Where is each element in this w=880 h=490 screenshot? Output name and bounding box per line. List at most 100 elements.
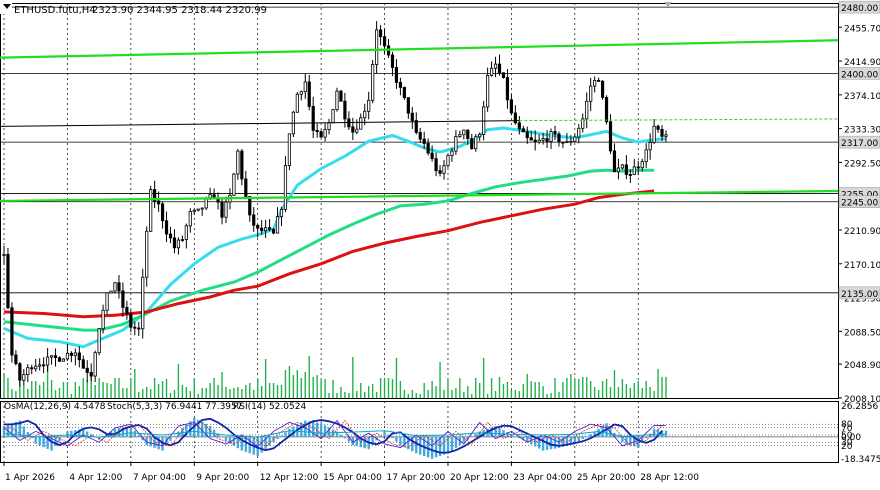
candle-body: [176, 239, 181, 249]
price-tick-label: 2129.30: [844, 295, 880, 305]
candle-body: [244, 178, 248, 197]
ohlc-values: 2323.90 2344.95 2318.44 2320.99: [92, 5, 267, 16]
candle-body: [81, 359, 85, 369]
candle-body: [616, 167, 621, 173]
candle-body: [46, 356, 50, 366]
candle-body: [573, 136, 577, 142]
candle-body: [406, 97, 410, 114]
level-price-tag-text: 2255.00: [841, 190, 878, 200]
candle-body: [77, 352, 81, 361]
price-tick-label: 2292.50: [844, 159, 880, 169]
candle-body: [363, 110, 367, 119]
candle-body: [61, 358, 66, 362]
candle-body: [14, 354, 18, 365]
candle-body: [236, 150, 240, 175]
trend-line[interactable]: [0, 120, 520, 127]
price-tick-label: 2374.10: [844, 92, 880, 102]
candle-body: [38, 364, 42, 367]
candle-body: [462, 129, 466, 136]
candle-body: [89, 372, 93, 377]
candle-body: [541, 138, 545, 141]
time-tick-label: 1 Apr 2026: [5, 473, 55, 483]
channel-line[interactable]: [0, 39, 839, 59]
collapse-arrow-icon[interactable]: [3, 4, 11, 9]
candle-body: [565, 141, 569, 143]
candle-body: [267, 227, 272, 230]
candle-body: [533, 139, 537, 143]
indicator-panel: [0, 417, 838, 459]
candle-body: [287, 133, 292, 166]
candle-body: [561, 141, 565, 144]
trend-line-extension[interactable]: [519, 118, 839, 122]
candle-body: [303, 81, 307, 93]
candle-body: [53, 355, 58, 359]
indicator-tick-label: 30: [841, 438, 853, 448]
indicator-tick-label: 20: [841, 442, 853, 452]
candle-body: [141, 276, 145, 330]
candle-body: [327, 122, 331, 130]
candle-body: [371, 64, 375, 101]
shift-marker-icon[interactable]: [664, 2, 672, 7]
candle-body: [319, 131, 323, 138]
level-price-tag-text: 2135.00: [841, 290, 878, 300]
candle-body: [636, 166, 640, 169]
price-tick-label: 2170.10: [844, 261, 880, 271]
volume-bars: [3, 356, 667, 398]
osma-signal-line: [4, 417, 663, 454]
candle-body: [545, 138, 549, 142]
candle-body: [331, 109, 335, 124]
candle-body: [474, 136, 478, 150]
candle-body: [73, 352, 77, 356]
candle-body: [549, 131, 553, 142]
chart-header: ETHUSD.futu,H4 2323.90 2344.95 2318.44 2…: [3, 2, 672, 412]
candle-body: [581, 118, 585, 129]
candle-body: [85, 367, 89, 373]
candle-body: [414, 120, 418, 133]
candle-body: [125, 307, 129, 315]
candle-body: [434, 158, 438, 172]
candle-body: [438, 170, 442, 174]
candle-body: [22, 374, 26, 381]
candle-body: [466, 129, 470, 139]
candle-body: [394, 67, 399, 83]
candle-body: [351, 126, 355, 133]
candle-body: [339, 90, 343, 102]
candle-body: [6, 254, 10, 309]
level-price-tag-text: 2480.00: [841, 4, 878, 14]
candle-body: [493, 63, 498, 69]
channel-line[interactable]: [0, 189, 839, 203]
drawn-lines[interactable]: [0, 39, 839, 203]
candle-body: [109, 290, 113, 294]
candle-body: [57, 357, 62, 362]
stoch-main-line: [3, 419, 667, 449]
candle-body: [644, 149, 648, 163]
candle-body: [470, 138, 474, 150]
candle-body: [315, 130, 319, 133]
candle-body: [640, 161, 644, 169]
candle-body: [398, 81, 403, 88]
candle-body: [121, 290, 125, 308]
candle-body: [382, 36, 387, 47]
candle-body: [489, 67, 494, 76]
candle-body: [335, 90, 339, 111]
candle-body: [446, 155, 450, 167]
candle-body: [279, 208, 284, 218]
candle-body: [343, 100, 347, 120]
candle-body: [390, 54, 395, 68]
rsi-line: [3, 430, 667, 438]
level-price-tag: [838, 286, 880, 300]
candle-body: [311, 106, 315, 131]
candle-body: [172, 237, 177, 249]
level-price-tag-text: 2317.00: [841, 139, 878, 149]
osma-label: OsMA(12,26,9) 4.5478: [4, 402, 106, 412]
time-tick-label: 12 Apr 12:00: [260, 473, 319, 483]
rsi-label: RSI(14) 52.0524: [233, 402, 306, 412]
price-panel-frame: [0, 3, 839, 399]
price-tick-label: 2210.90: [844, 227, 880, 237]
moving-average-line: [3, 189, 655, 319]
candle-body: [34, 365, 38, 370]
horizontal-levels[interactable]: [0, 6, 838, 294]
candle-body: [156, 200, 161, 205]
